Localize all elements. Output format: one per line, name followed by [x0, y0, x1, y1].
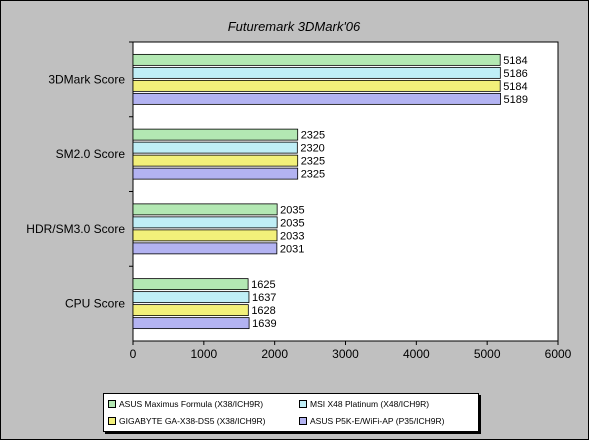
legend-label-series-1: ASUS Maximus Formula (X38/ICH9R) [119, 399, 264, 409]
bar-sm2-0-score-series-4 [132, 167, 299, 180]
legend-item-series-4: ASUS P5K-E/WiFi-AP (P35/ICH9R) [299, 414, 444, 428]
data-label-cpu-score-series-4: 1639 [252, 318, 276, 330]
legend-swatch-series-1 [108, 400, 116, 408]
data-label-3dmark-score-series-4: 5189 [504, 94, 528, 106]
y-tick-label-cpu-score: CPU Score [65, 297, 125, 311]
x-tick-label-6000: 6000 [545, 347, 572, 361]
legend-label-series-3: GIGABYTE GA-X38-DS5 (X38/ICH9R) [119, 416, 266, 426]
legend-swatch-series-2 [299, 400, 307, 408]
x-tick-label-2000: 2000 [261, 347, 288, 361]
bar-cpu-score-series-3 [132, 304, 249, 317]
bar-3dmark-score-series-2 [132, 66, 501, 79]
chart-title: Futuremark 3DMark'06 [228, 19, 361, 34]
data-label-sm2-0-score-series-3: 2325 [301, 156, 325, 168]
data-label-hdr-sm3-0-score-series-1: 2035 [280, 204, 304, 216]
data-label-cpu-score-series-3: 1628 [251, 305, 275, 317]
bar-sm2-0-score-series-2 [132, 141, 298, 154]
x-tick-label-3000: 3000 [332, 347, 359, 361]
x-tick-label-4000: 4000 [403, 347, 430, 361]
bar-sm2-0-score-series-1 [132, 128, 299, 141]
x-tick-label-5000: 5000 [474, 347, 501, 361]
plot-area [132, 41, 559, 342]
data-label-hdr-sm3-0-score-series-3: 2033 [280, 230, 304, 242]
data-label-3dmark-score-series-1: 5184 [503, 55, 527, 67]
legend-swatch-series-3 [108, 417, 116, 425]
y-tick-label-3dmark-score: 3DMark Score [48, 72, 125, 86]
bar-cpu-score-series-1 [132, 278, 249, 291]
legend-swatch-series-4 [299, 417, 307, 425]
legend: ASUS Maximus Formula (X38/ICH9R) MSI X48… [103, 393, 479, 432]
legend-label-series-2: MSI X48 Platinum (X48/ICH9R) [310, 399, 430, 409]
data-label-3dmark-score-series-3: 5184 [503, 81, 527, 93]
bar-3dmark-score-series-1 [132, 53, 501, 66]
legend-item-series-2: MSI X48 Platinum (X48/ICH9R) [299, 397, 429, 411]
x-tick-label-0: 0 [130, 347, 137, 361]
bar-hdr-sm3-0-score-series-2 [132, 216, 278, 229]
data-label-sm2-0-score-series-2: 2320 [300, 143, 324, 155]
data-label-hdr-sm3-0-score-series-4: 2031 [280, 243, 304, 255]
data-label-cpu-score-series-1: 1625 [251, 279, 275, 291]
bar-cpu-score-series-4 [132, 317, 250, 330]
data-label-3dmark-score-series-2: 5186 [503, 68, 527, 80]
y-tick-label-hdr-sm3-0-score: HDR/SM3.0 Score [26, 222, 125, 236]
bar-3dmark-score-series-4 [132, 92, 501, 105]
bar-hdr-sm3-0-score-series-3 [132, 229, 278, 242]
legend-item-series-3: GIGABYTE GA-X38-DS5 (X38/ICH9R) [108, 414, 265, 428]
legend-item-series-1: ASUS Maximus Formula (X38/ICH9R) [108, 397, 263, 411]
legend-label-series-4: ASUS P5K-E/WiFi-AP (P35/ICH9R) [310, 416, 445, 426]
data-label-hdr-sm3-0-score-series-2: 2035 [280, 217, 304, 229]
bar-3dmark-score-series-3 [132, 79, 501, 92]
bar-hdr-sm3-0-score-series-1 [132, 203, 278, 216]
data-label-sm2-0-score-series-4: 2325 [301, 169, 325, 181]
bar-sm2-0-score-series-3 [132, 154, 299, 167]
data-label-sm2-0-score-series-1: 2325 [301, 130, 325, 142]
bar-hdr-sm3-0-score-series-4 [132, 242, 278, 255]
data-label-cpu-score-series-2: 1637 [252, 292, 276, 304]
y-tick-label-sm2-0-score: SM2.0 Score [56, 147, 126, 161]
x-tick-label-1000: 1000 [190, 347, 217, 361]
bar-cpu-score-series-2 [132, 291, 250, 304]
